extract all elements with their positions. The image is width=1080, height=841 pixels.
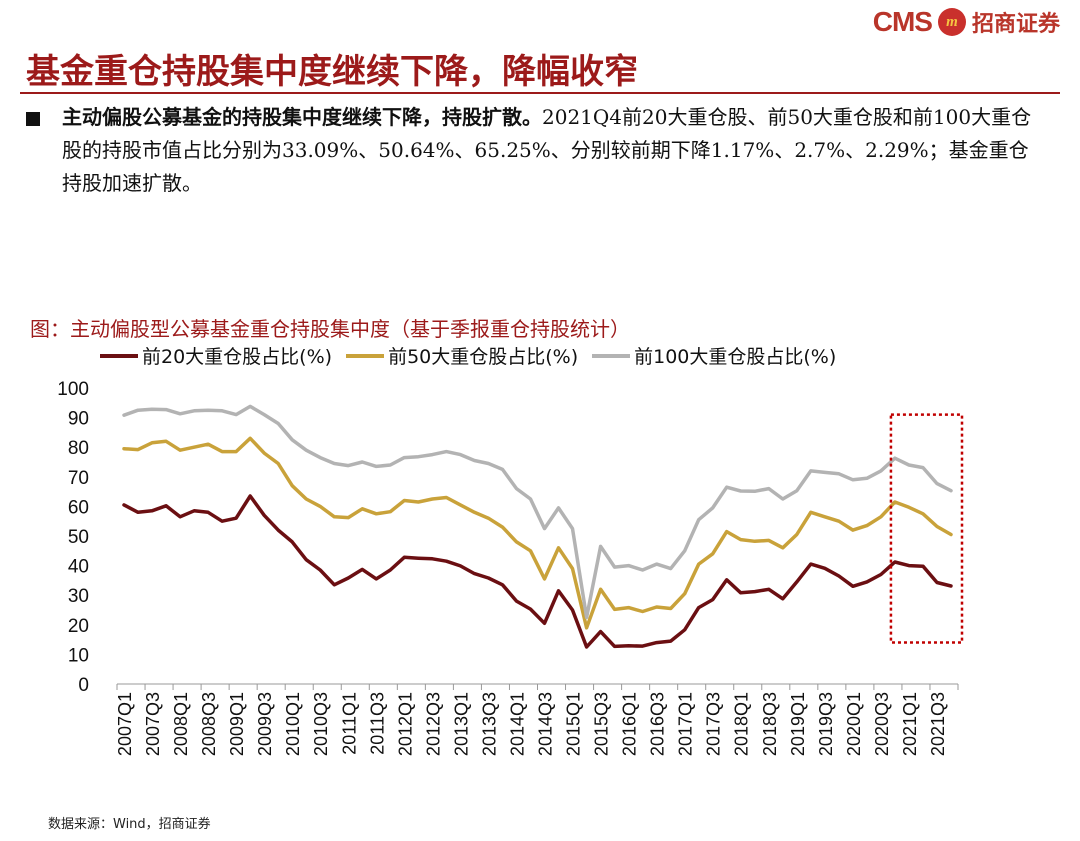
x-tick-label: 2010Q1 <box>283 692 303 756</box>
x-tick-label: 2014Q1 <box>507 692 527 756</box>
x-tick-label: 2008Q3 <box>199 692 219 756</box>
x-tick-label: 2015Q3 <box>592 692 612 756</box>
data-source: 数据来源：Wind，招商证券 <box>48 817 211 832</box>
x-tick-label: 2012Q3 <box>423 692 443 756</box>
title-divider <box>20 92 1060 94</box>
y-tick-label: 0 <box>78 675 89 696</box>
legend-swatch-top20 <box>100 353 138 358</box>
y-tick-label: 80 <box>68 438 89 459</box>
legend-label-top100: 前100大重仓股占比(%) <box>634 346 837 368</box>
x-tick-label: 2021Q3 <box>928 692 948 756</box>
y-tick-label: 20 <box>68 616 89 637</box>
bullet-body: 2021Q4前20大重仓股、前50大重仓股和前100大重仓股的持股市值占比分别为… <box>62 105 1032 195</box>
x-tick-label: 2010Q3 <box>311 692 331 756</box>
x-tick-label: 2012Q1 <box>395 692 415 756</box>
concentration-line-chart: 0 10 20 30 40 50 60 70 80 90 100 2007Q1 2007Q3 2008Q1… <box>57 379 964 756</box>
x-tick-label: 2013Q3 <box>479 692 499 756</box>
summary-bullet: 主动偏股公募基金的持股集中度继续下降，持股扩散。2021Q4前20大重仓股、前5… <box>26 101 1036 200</box>
x-tick-label: 2014Q3 <box>536 692 556 756</box>
legend-label-top20: 前20大重仓股占比(%) <box>142 346 333 368</box>
x-tick-label: 2017Q3 <box>704 692 724 756</box>
legend-swatch-top100 <box>592 353 631 358</box>
x-tick-label: 2016Q3 <box>648 692 668 756</box>
logo-text: CMS <box>872 6 933 37</box>
chart-legend: 前20大重仓股占比(%) 前50大重仓股占比(%) 前100大重仓股占比(%) <box>100 342 836 369</box>
x-tick-label: 2015Q1 <box>564 692 584 756</box>
legend-label-top50: 前50大重仓股占比(%) <box>388 346 579 368</box>
bullet-text: 主动偏股公募基金的持股集中度继续下降，持股扩散。2021Q4前20大重仓股、前5… <box>62 101 1036 200</box>
legend-swatch-top50 <box>346 353 385 358</box>
x-tick-label: 2013Q1 <box>451 692 471 756</box>
x-tick-label: 2017Q1 <box>676 692 696 756</box>
legend-item-top100: 前100大重仓股占比(%) <box>592 342 836 369</box>
x-tick-label: 2020Q1 <box>844 692 864 756</box>
y-tick-label: 70 <box>68 468 89 489</box>
x-tick-label: 2016Q1 <box>620 692 640 756</box>
x-tick-label: 2020Q3 <box>872 692 892 756</box>
bullet-bold-lead: 主动偏股公募基金的持股集中度继续下降，持股扩散。 <box>62 105 542 129</box>
x-tick-label: 2007Q1 <box>115 692 135 756</box>
y-tick-label: 100 <box>57 379 89 400</box>
bullet-square-icon <box>26 112 40 126</box>
x-tick-label: 2008Q1 <box>171 692 191 756</box>
series-line-3 <box>122 404 953 620</box>
x-tick-label: 2019Q1 <box>788 692 808 756</box>
x-tick-label: 2021Q1 <box>900 692 920 756</box>
legend-item-top20: 前20大重仓股占比(%) <box>100 342 332 369</box>
x-tick-label: 2018Q3 <box>760 692 780 756</box>
x-tick-label: 2019Q3 <box>816 692 836 756</box>
x-tick-label: 2007Q3 <box>143 692 163 756</box>
x-tick-label: 2009Q3 <box>255 692 275 756</box>
y-tick-label: 60 <box>68 497 89 518</box>
chart-title: 图：主动偏股型公募基金重仓持股集中度（基于季报重仓持股统计） <box>30 317 630 341</box>
y-tick-label: 30 <box>68 586 89 607</box>
series-line-1 <box>122 494 953 649</box>
x-tick-label: 2018Q1 <box>732 692 752 756</box>
cms-logo: CMS m 招商证券 <box>873 6 1060 38</box>
y-tick-label: 10 <box>68 645 89 666</box>
y-tick-label: 90 <box>68 409 89 430</box>
page-title: 基金重仓持股集中度继续下降，降幅收窄 <box>26 52 638 92</box>
logo-mark-icon: m <box>937 8 966 36</box>
y-tick-label: 50 <box>68 527 89 548</box>
y-tick-label: 40 <box>68 557 89 578</box>
x-tick-label: 2011Q3 <box>367 692 387 755</box>
highlight-box-2021 <box>889 413 964 644</box>
series-line-2 <box>122 436 953 630</box>
x-tick-label: 2011Q1 <box>339 692 359 755</box>
x-tick-label: 2009Q1 <box>227 692 247 756</box>
legend-item-top50: 前50大重仓股占比(%) <box>346 342 578 369</box>
logo-company-name: 招商证券 <box>971 11 1060 37</box>
